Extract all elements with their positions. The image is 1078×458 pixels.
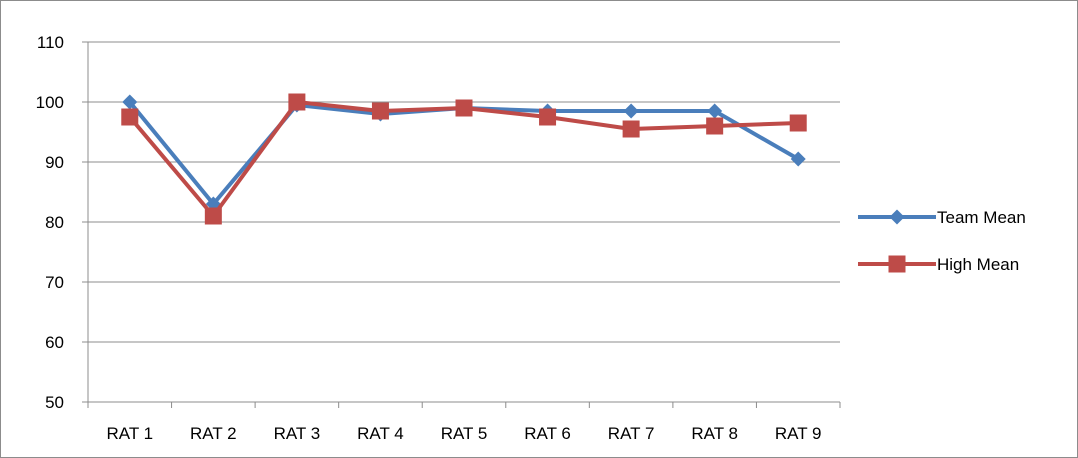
axes: 50 60 70 80 90 100 110 RAT 1 RAT 2 RAT 3 RAT 4 RAT … (36, 33, 841, 443)
series-line (128, 100, 800, 206)
legend-item: High Mean (858, 255, 1019, 274)
series-high-mean (121, 93, 807, 225)
data-point-diamond (889, 209, 905, 225)
x-tick-label: RAT 9 (775, 424, 822, 443)
data-point-square (455, 99, 473, 117)
data-point-square (706, 117, 724, 135)
data-point-diamond (623, 103, 639, 119)
x-tick-label: RAT 5 (441, 424, 488, 443)
x-tick-label: RAT 7 (608, 424, 655, 443)
x-tick-label: RAT 2 (190, 424, 237, 443)
data-point-diamond (707, 103, 723, 119)
y-tick-label: 50 (45, 393, 64, 412)
data-point-square (288, 93, 306, 111)
series-line (128, 100, 799, 218)
series-lines (121, 93, 807, 225)
legend-item: Team Mean (858, 208, 1026, 227)
y-tick-label: 80 (45, 213, 64, 232)
x-tick-label: RAT 4 (357, 424, 404, 443)
data-point-square (371, 102, 389, 120)
data-point-square (888, 255, 906, 273)
data-point-square (539, 108, 557, 126)
data-point-diamond (790, 151, 806, 167)
legend: Team Mean High Mean (858, 208, 1026, 274)
x-tick-label: RAT 8 (691, 424, 738, 443)
x-tick-label: RAT 6 (524, 424, 571, 443)
data-point-square (204, 207, 222, 225)
gridlines (88, 41, 840, 343)
y-tick-label: 70 (45, 273, 64, 292)
y-tick-label: 100 (36, 93, 64, 112)
legend-label: Team Mean (937, 208, 1026, 227)
y-tick-label: 110 (37, 33, 64, 52)
x-tick-label: RAT 1 (106, 424, 153, 443)
data-point-diamond (122, 94, 138, 110)
legend-label: High Mean (937, 255, 1019, 274)
data-point-square (789, 114, 807, 132)
data-point-square (622, 120, 640, 138)
x-tick-label: RAT 3 (274, 424, 321, 443)
y-tick-label: 60 (45, 333, 64, 352)
y-tick-label: 90 (45, 153, 64, 172)
data-point-square (121, 108, 139, 126)
